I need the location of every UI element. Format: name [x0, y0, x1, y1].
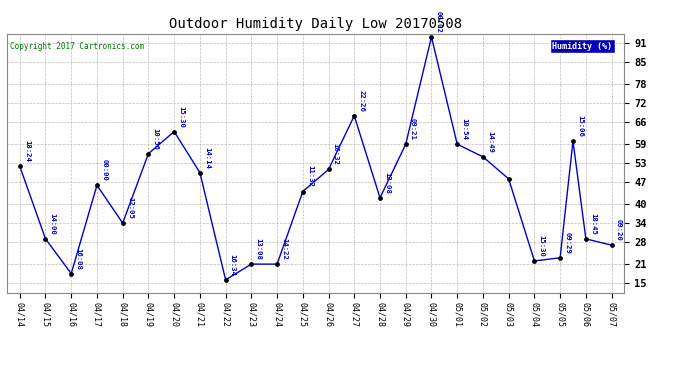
Point — [92, 182, 103, 188]
Text: 14:49: 14:49 — [487, 131, 493, 153]
Text: 00:00: 00:00 — [101, 159, 107, 181]
Point — [246, 261, 257, 267]
Point — [195, 170, 206, 176]
Point — [503, 176, 514, 182]
Text: 16:32: 16:32 — [333, 143, 339, 165]
Text: 14:14: 14:14 — [204, 147, 210, 168]
Point — [272, 261, 283, 267]
Point — [14, 163, 26, 169]
Point — [66, 271, 77, 277]
Point — [426, 34, 437, 40]
Title: Outdoor Humidity Daily Low 20170508: Outdoor Humidity Daily Low 20170508 — [169, 17, 462, 31]
Text: 15:30: 15:30 — [178, 105, 184, 128]
Text: 09:21: 09:21 — [410, 118, 416, 140]
Point — [168, 129, 179, 135]
Point — [143, 151, 154, 157]
Text: 14:22: 14:22 — [282, 238, 287, 260]
Point — [529, 258, 540, 264]
Text: 00:02: 00:02 — [435, 11, 442, 33]
Point — [40, 236, 51, 242]
Text: 14:00: 14:00 — [50, 213, 56, 235]
Point — [220, 277, 231, 283]
Point — [555, 255, 566, 261]
Point — [400, 141, 411, 147]
Point — [580, 236, 591, 242]
Text: 12:05: 12:05 — [127, 197, 133, 219]
Text: 10:56: 10:56 — [152, 128, 159, 150]
Point — [297, 189, 308, 195]
Text: 09:29: 09:29 — [564, 232, 571, 254]
Text: 22:26: 22:26 — [358, 90, 364, 112]
Text: 10:54: 10:54 — [462, 118, 467, 140]
Point — [323, 166, 334, 172]
Text: 11:32: 11:32 — [307, 165, 313, 188]
Text: 13:08: 13:08 — [255, 238, 262, 260]
Point — [606, 242, 617, 248]
Text: 12:08: 12:08 — [384, 172, 390, 194]
Text: 18:45: 18:45 — [590, 213, 596, 235]
Point — [375, 195, 386, 201]
Point — [348, 113, 359, 119]
Text: 15:30: 15:30 — [539, 235, 544, 257]
Text: 09:20: 09:20 — [615, 219, 622, 241]
Point — [567, 138, 578, 144]
Text: 16:34: 16:34 — [230, 254, 236, 276]
Text: 16:08: 16:08 — [75, 248, 81, 269]
Text: 18:24: 18:24 — [24, 140, 30, 162]
Text: 15:06: 15:06 — [577, 115, 583, 137]
Point — [117, 220, 128, 226]
Text: Copyright 2017 Cartronics.com: Copyright 2017 Cartronics.com — [10, 42, 144, 51]
Text: Humidity (%): Humidity (%) — [552, 42, 612, 51]
Point — [452, 141, 463, 147]
Point — [477, 154, 489, 160]
